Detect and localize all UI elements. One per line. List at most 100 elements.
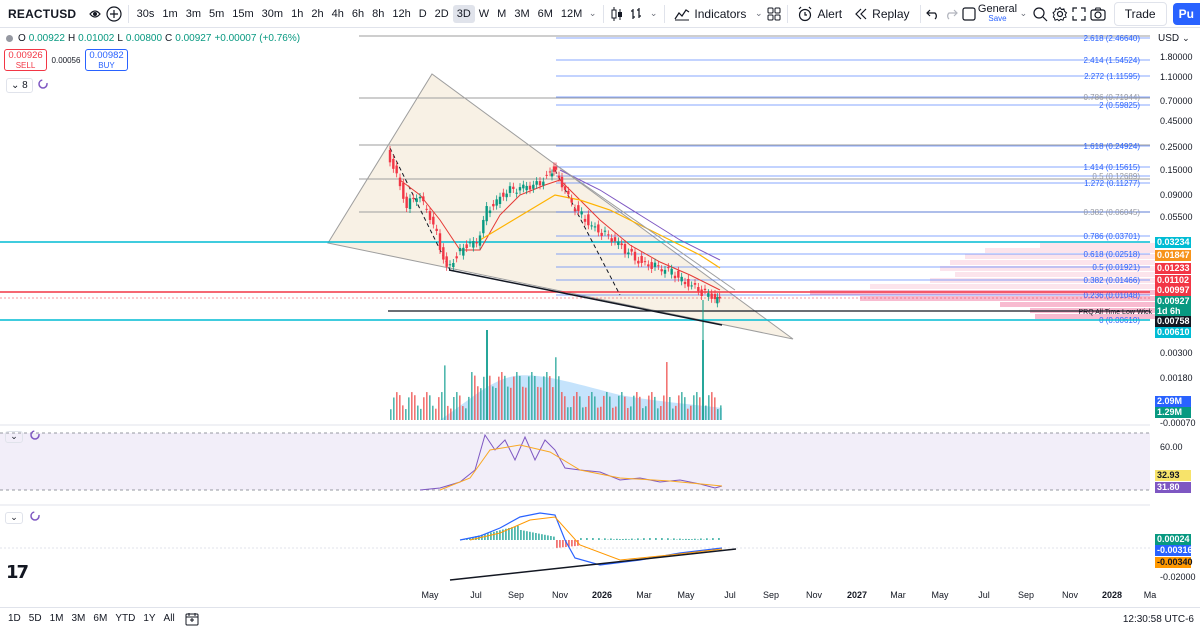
replay-button[interactable]: Replay: [848, 7, 915, 21]
interval-5m[interactable]: 5m: [208, 7, 225, 20]
chevron-down-icon[interactable]: ⌄: [588, 8, 597, 18]
volume-bar: [714, 397, 716, 420]
volume-bar: [429, 395, 431, 420]
interval-d[interactable]: D: [418, 7, 427, 20]
interval-12m[interactable]: 12M: [560, 7, 583, 20]
interval-1m[interactable]: 1m: [162, 7, 178, 20]
interval-6m[interactable]: 6M: [537, 7, 553, 20]
range-1d[interactable]: 1D: [8, 613, 21, 624]
redo-icon[interactable]: [944, 3, 958, 25]
candle: [673, 275, 677, 279]
candles-icon[interactable]: [609, 3, 625, 25]
volume-bar: [531, 372, 533, 420]
chart-canvas[interactable]: 2.618 (2.46640) 2.414 (1.54524) 2.272 (1.1…: [0, 29, 1200, 589]
currency-selector[interactable]: USD ⌄: [1158, 33, 1190, 44]
gear-icon[interactable]: [1052, 3, 1068, 25]
alert-button[interactable]: Alert: [791, 6, 848, 22]
range-1y[interactable]: 1Y: [143, 613, 156, 624]
indicator-toggle[interactable]: ⌄ 8: [6, 78, 49, 93]
trade-button[interactable]: Trade: [1113, 1, 1167, 26]
price-tick: -0.00070: [1160, 418, 1196, 428]
tradingview-logo[interactable]: 17: [6, 562, 29, 583]
chevron-down-icon[interactable]: ⌄: [1019, 8, 1028, 18]
camera-icon[interactable]: [1090, 3, 1106, 25]
candle: [475, 242, 478, 244]
chevron-down-icon[interactable]: ⌄: [649, 8, 658, 18]
volume-bar: [420, 408, 422, 420]
sell-button[interactable]: 0.00926 SELL: [4, 49, 47, 71]
candle: [653, 262, 657, 267]
time-tick: Sep: [507, 590, 525, 600]
candle: [700, 289, 703, 296]
indicators-button[interactable]: Indicators: [668, 7, 752, 21]
range-1m[interactable]: 1M: [49, 613, 64, 624]
interval-2d[interactable]: 2D: [434, 7, 449, 20]
quick-search-icon[interactable]: [1032, 3, 1048, 25]
price-tick: 0.15000: [1160, 165, 1193, 175]
macd-histogram-bar: [511, 527, 513, 540]
interval-4h[interactable]: 4h: [331, 7, 344, 20]
macd-histogram-bar: [547, 535, 549, 540]
interval-12h[interactable]: 12h: [392, 7, 411, 20]
candle: [603, 230, 607, 232]
interval-3m[interactable]: 3M: [514, 7, 530, 20]
candle: [660, 269, 663, 272]
interval-8h[interactable]: 8h: [372, 7, 385, 20]
range-6m[interactable]: 6M: [93, 613, 108, 624]
time-tick: 2028: [1101, 590, 1123, 600]
ohlc-legend: O 0.00922 H 0.01002 L 0.00800 C 0.00927 +0.0…: [6, 33, 300, 44]
macd-histogram-bar: [712, 538, 714, 540]
rsi-pane-toolbar: ⌄: [5, 429, 41, 444]
layout-name-button[interactable]: General Save: [978, 3, 1017, 24]
layout-checkbox-icon[interactable]: [962, 3, 976, 25]
range-all[interactable]: All: [163, 613, 175, 624]
time-tick: Mar: [890, 590, 906, 600]
volume-bar: [606, 392, 608, 420]
volume-bar: [705, 405, 707, 420]
range-3m[interactable]: 3M: [71, 613, 86, 624]
fullscreen-icon[interactable]: [1072, 3, 1086, 25]
candle: [538, 181, 542, 186]
rsi-label: 31.80: [1155, 482, 1191, 493]
macd-histogram-bar: [697, 539, 699, 540]
date-range-icon[interactable]: [181, 608, 203, 629]
watch-icon[interactable]: [88, 3, 102, 25]
range-ytd[interactable]: YTD: [115, 613, 136, 624]
range-5d[interactable]: 5D: [28, 613, 42, 624]
macd-collapse-button[interactable]: ⌄: [5, 511, 23, 524]
volume-bar: [450, 408, 452, 420]
interval-15m[interactable]: 15m: [232, 7, 254, 20]
candle: [472, 241, 475, 248]
buy-button[interactable]: 0.00982 BUY: [85, 49, 128, 71]
interval-w[interactable]: W: [478, 7, 490, 20]
chevron-down-icon[interactable]: ⌄: [754, 8, 763, 18]
candle: [560, 176, 564, 188]
templates-icon[interactable]: [767, 3, 781, 25]
volume-bar: [603, 395, 605, 420]
interval-m[interactable]: M: [497, 7, 507, 20]
fib-level-label: 1.618 (0.24924): [1084, 142, 1141, 151]
interval-30m[interactable]: 30m: [261, 7, 284, 20]
interval-3m[interactable]: 3m: [185, 7, 201, 20]
indicator-count[interactable]: ⌄ 8: [6, 78, 33, 93]
add-symbol-icon[interactable]: [106, 3, 122, 25]
volume-bar: [423, 397, 425, 420]
undo-icon[interactable]: [926, 3, 940, 25]
macd-histogram-bar: [655, 538, 657, 540]
rsi-collapse-button[interactable]: ⌄: [5, 430, 23, 443]
interval-2h[interactable]: 2h: [311, 7, 324, 20]
bar-style-icon[interactable]: [629, 3, 645, 25]
interval-30s[interactable]: 30s: [136, 7, 155, 20]
volume-bar: [567, 407, 569, 420]
volume-bar: [669, 397, 671, 420]
interval-6h[interactable]: 6h: [351, 7, 365, 20]
candle: [388, 150, 392, 163]
publish-button[interactable]: Pu: [1172, 2, 1200, 25]
volume-bar: [564, 396, 566, 420]
interval-3d[interactable]: 3D: [452, 4, 475, 23]
symbol-search[interactable]: REACTUSD: [8, 6, 77, 21]
macd-histogram-bar: [622, 539, 624, 540]
clock[interactable]: 12:30:58 UTC-6: [1122, 614, 1194, 625]
candle: [597, 224, 600, 233]
interval-1h[interactable]: 1h: [291, 7, 304, 20]
